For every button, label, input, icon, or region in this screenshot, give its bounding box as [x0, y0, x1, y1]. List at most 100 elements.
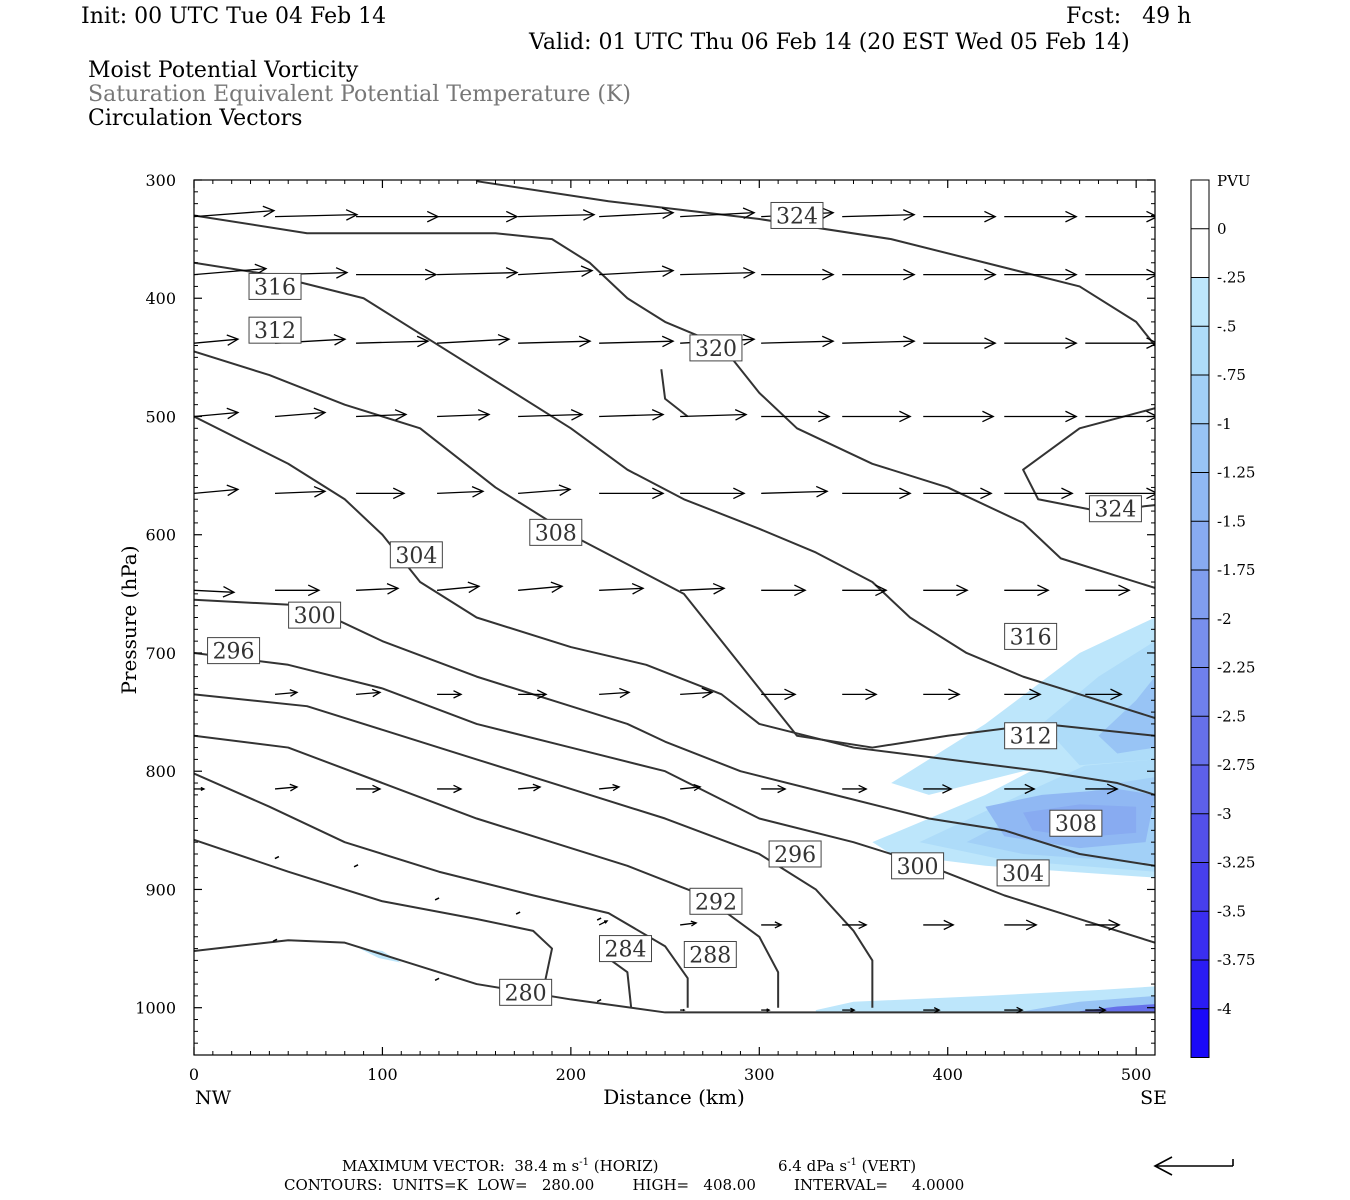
circulation-vector: [194, 589, 235, 593]
y-axis-label: Pressure (hPa): [117, 546, 141, 695]
contour-label-box: [248, 272, 302, 300]
colorbar-swatch: [1191, 180, 1209, 229]
circulation-vector: [761, 340, 834, 344]
vector-arrowhead: [784, 688, 797, 701]
contour-label-box: [1088, 495, 1142, 523]
vector-arrowhead: [1118, 584, 1131, 597]
vector-arrowhead: [307, 584, 321, 597]
theta-contour: [660, 369, 689, 418]
vector-arrowhead: [1061, 487, 1074, 500]
vector-arrowhead: [899, 487, 912, 500]
vector-arrowhead: [733, 487, 746, 500]
contour-label: 316: [248, 272, 302, 300]
vector-arrowhead: [1106, 783, 1119, 795]
vector-arrowhead: [578, 335, 592, 348]
vector-arrowhead: [1024, 783, 1036, 795]
vector-arrowhead: [1065, 268, 1078, 281]
vector-arrowhead: [682, 1008, 686, 1012]
contour-label-box: [683, 940, 737, 968]
vector-arrowhead: [345, 209, 359, 221]
vector-arrowhead: [1110, 688, 1123, 701]
vector-arrowhead: [550, 581, 564, 594]
vector-arrowhead: [902, 209, 916, 221]
colorbar-label: 0: [1217, 220, 1227, 238]
vector-arrowhead: [603, 920, 609, 924]
vector-arrowhead: [372, 784, 382, 794]
y-tick-label: 900: [145, 880, 176, 899]
contour-label-text: 288: [689, 943, 731, 968]
colorbar-swatch: [1191, 911, 1209, 960]
circulation-vector: [518, 488, 571, 494]
colorbar-label: -3.75: [1217, 951, 1255, 969]
vector-arrowhead: [580, 265, 594, 277]
x-left-end-label: NW: [195, 1087, 232, 1109]
vector-arrowhead: [858, 920, 868, 930]
contour-label: 284: [599, 935, 653, 963]
vector-arrowhead: [453, 690, 463, 699]
contour-label-box: [389, 541, 443, 569]
contour-labels: 324 316 312 320 324 308 304 300 296 316 312 308 296 3…: [207, 201, 1142, 1006]
vector-arrowhead: [794, 584, 807, 597]
vector-arrowhead: [690, 920, 698, 927]
vector-arrowhead: [815, 485, 829, 498]
contour-label-text: 296: [774, 843, 816, 868]
circulation-vector: [518, 786, 541, 790]
colorbar-swatch: [1191, 1008, 1209, 1058]
pv-shading: [359, 617, 1155, 1013]
colorbar-label: -.5: [1217, 317, 1236, 335]
vector-arrowhead: [1146, 210, 1155, 223]
contour-label-text: 324: [776, 204, 818, 229]
contour-label-box: [1049, 809, 1103, 837]
circulation-vector: [599, 691, 630, 696]
vector-arrowhead: [335, 267, 349, 279]
vector-arrowhead: [774, 921, 783, 929]
colorbar-swatch: [1191, 570, 1209, 619]
vector-arrowhead: [1065, 210, 1078, 223]
x-tick-label: 400: [932, 1065, 963, 1084]
contour-label-box: [499, 978, 553, 1006]
colorbar-label: -.75: [1217, 366, 1246, 384]
y-tick-label: 700: [145, 644, 176, 663]
colorbar-swatch: [1191, 862, 1209, 912]
y-tick-label: 500: [145, 407, 176, 426]
circulation-vector: [274, 490, 326, 494]
vector-arrowhead: [333, 333, 347, 346]
horiz-unit: (HORIZ): [593, 1157, 659, 1175]
vector-arrowhead: [371, 688, 382, 698]
circulation-vector: [680, 587, 725, 591]
contour-label-box: [689, 887, 743, 915]
theta-contour: [194, 350, 1155, 749]
contour-label-text: 300: [294, 604, 336, 629]
circulation-vector: [274, 691, 298, 696]
circulation-vector: [194, 267, 267, 276]
vector-arrowhead: [1146, 268, 1155, 281]
contour-label-text: 308: [1055, 812, 1097, 837]
circulation-vector: [274, 786, 298, 790]
contour-label: 296: [768, 840, 822, 868]
colorbar-swatch: [1191, 521, 1209, 570]
max-vector-label: MAXIMUM VECTOR:: [342, 1157, 505, 1175]
vector-arrowhead: [1146, 337, 1155, 349]
contour-label-box: [768, 840, 822, 868]
vector-arrowhead: [453, 784, 463, 794]
vector-arrowhead: [865, 688, 878, 701]
circulation-vector: [274, 411, 326, 418]
contour-label-text: 320: [695, 337, 737, 362]
circulation-vector: [194, 338, 239, 344]
forecast-hour: Fcst: 49 h: [1066, 4, 1192, 29]
vector-arrowhead: [1025, 919, 1038, 931]
colorbar-swatch: [1191, 326, 1209, 375]
vector-arrowhead: [424, 268, 438, 281]
vector-arrowhead: [262, 205, 276, 218]
vector-arrowhead: [693, 783, 702, 792]
circulation-vector: [437, 585, 480, 591]
theta-contour: [476, 180, 1155, 347]
vector-arrowhead: [289, 783, 299, 792]
vector-arrowhead: [933, 1007, 941, 1014]
circulation-vector: [761, 490, 828, 494]
theta-contour: [194, 415, 1155, 796]
vector-arrowhead: [858, 784, 868, 794]
vector-arrowhead: [1108, 919, 1121, 931]
contour-label-box: [770, 201, 824, 229]
max-vector-line: MAXIMUM VECTOR: 38.4 m s-1 (HORIZ): [342, 1158, 659, 1174]
